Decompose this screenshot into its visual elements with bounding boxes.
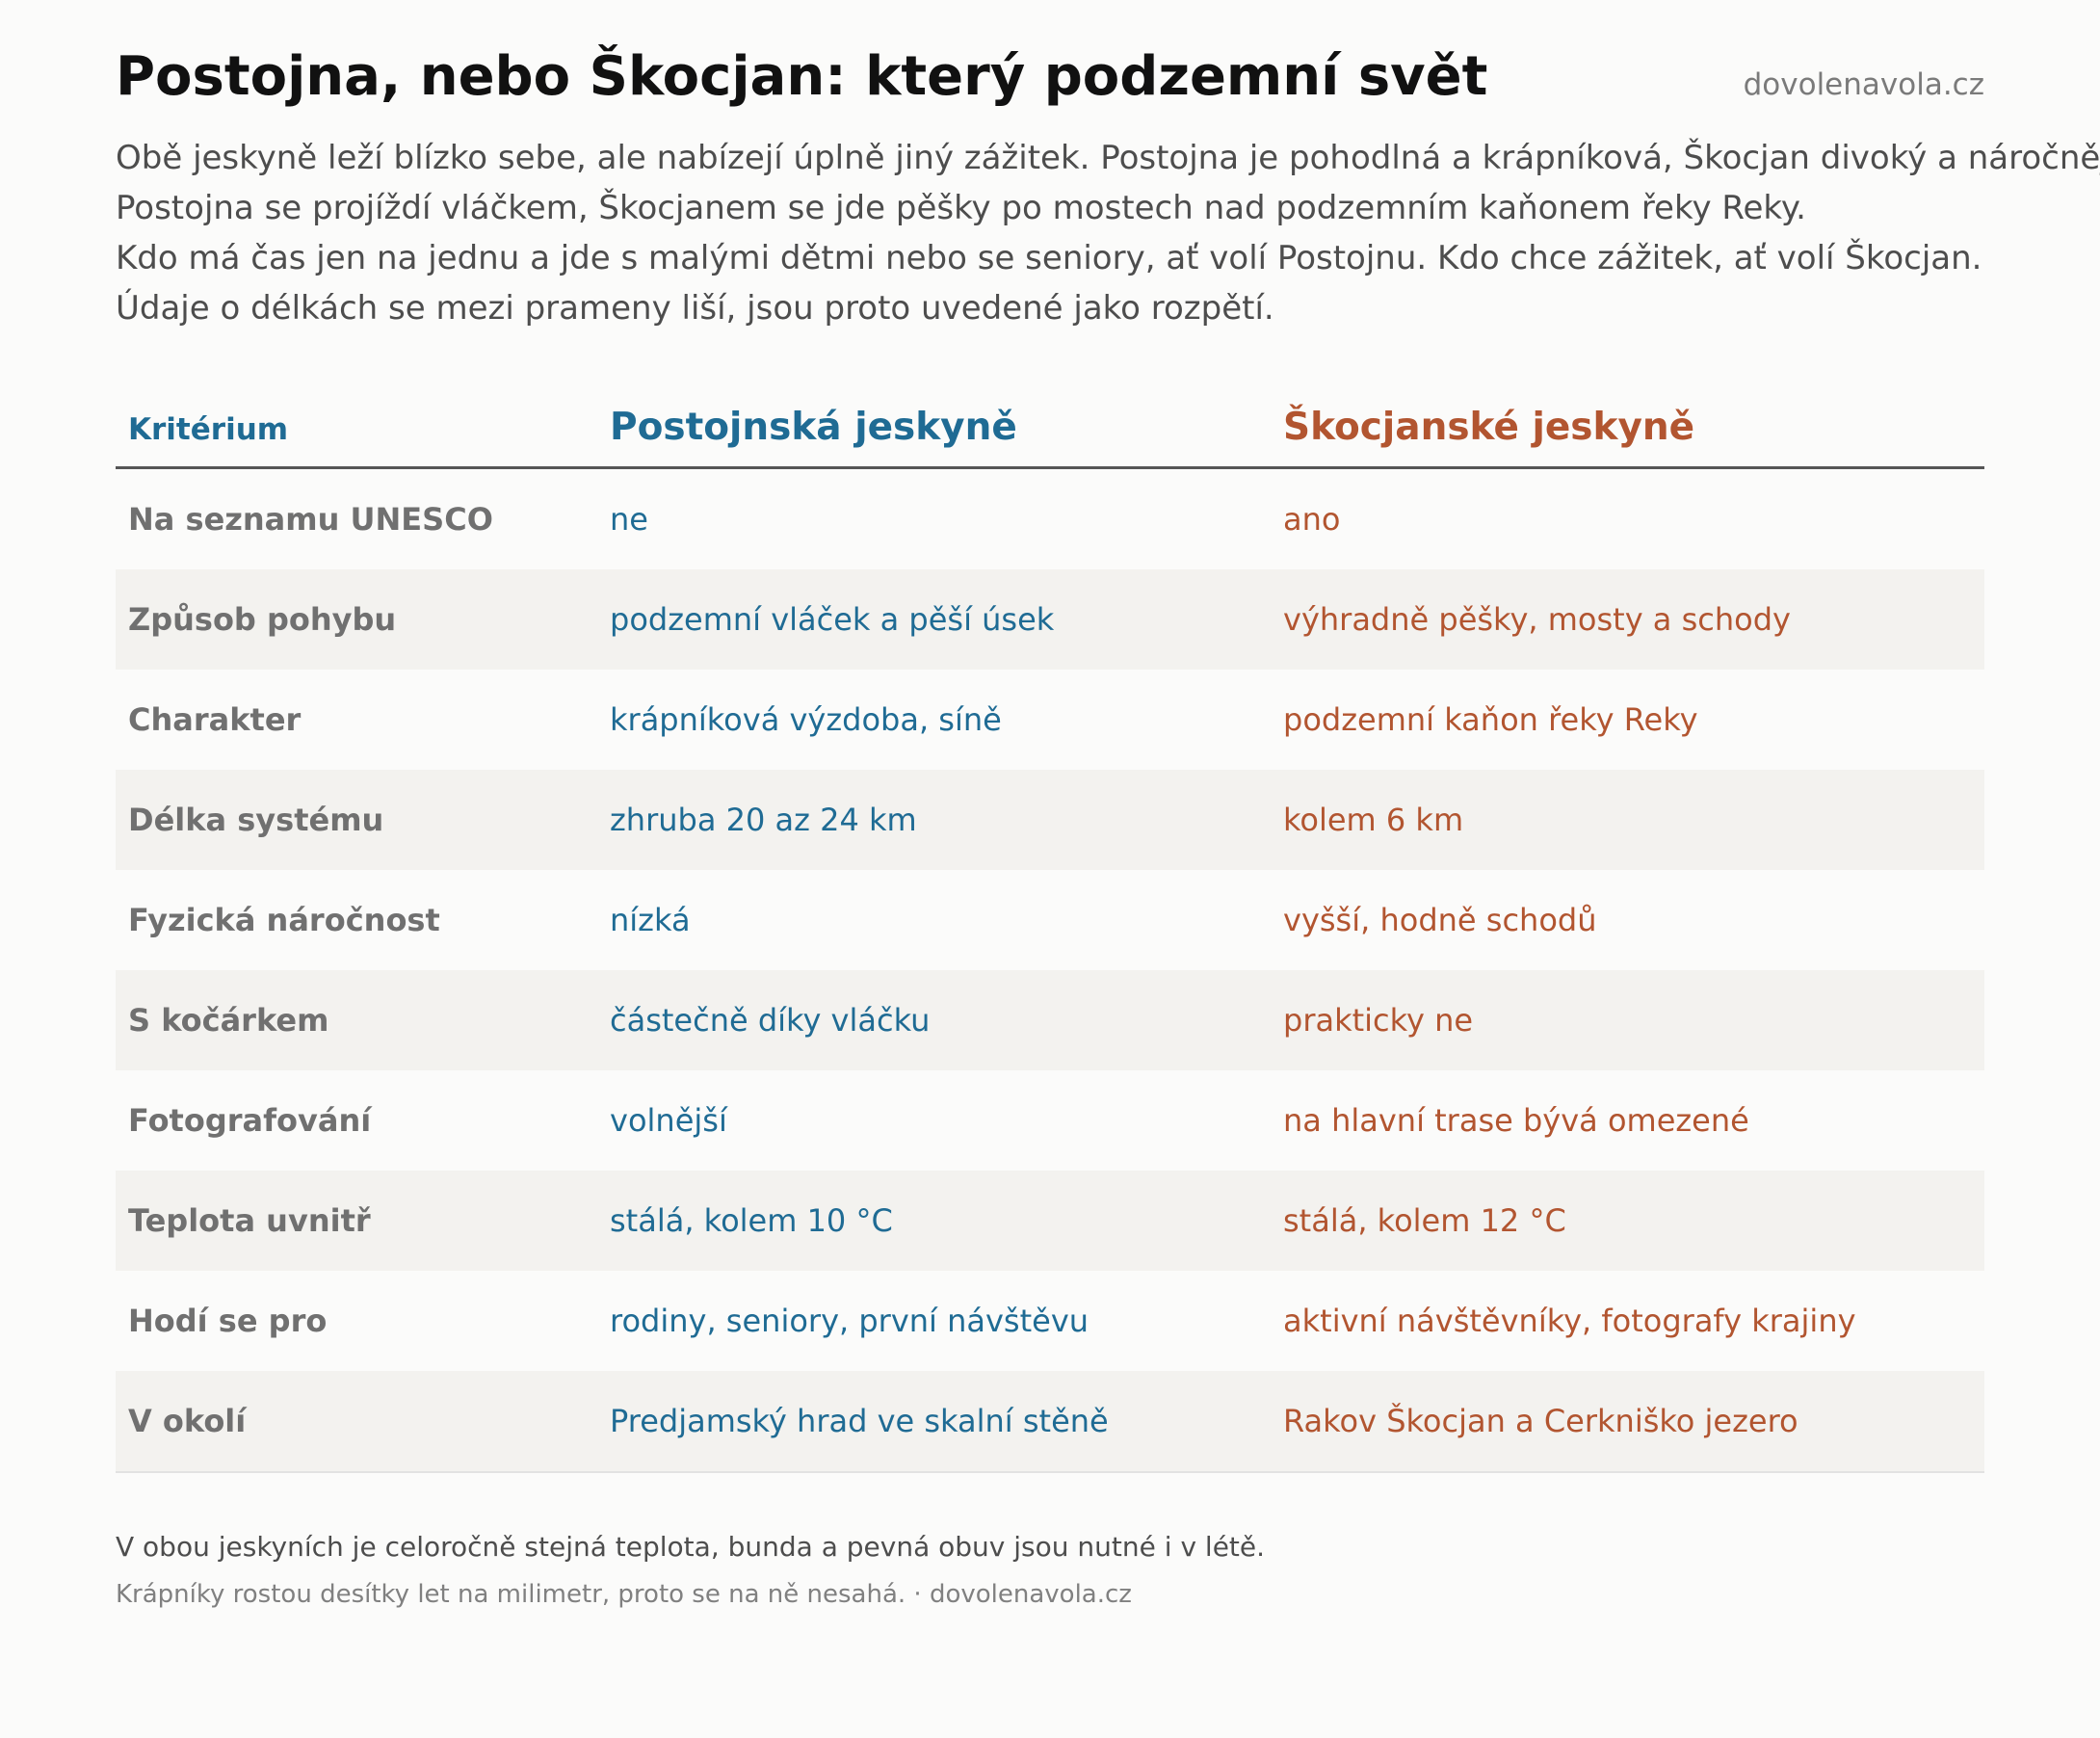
table-row: Na seznamu UNESCO ne ano xyxy=(116,469,1984,569)
cell-skocjan: Rakov Škocjan a Cerkniško jezero xyxy=(1283,1403,1798,1439)
cell-postojna: podzemní vláček a pěší úsek xyxy=(610,601,1055,638)
site-name: dovolenavola.cz xyxy=(1743,67,1984,102)
table-row: Hodí se pro rodiny, seniory, první návšt… xyxy=(116,1271,1984,1371)
table-row: Charakter krápníková výzdoba, síně podze… xyxy=(116,670,1984,770)
cell-postojna: volnější xyxy=(610,1102,727,1139)
comparison-table: Kritérium Postojnská jeskyně Škocjanské … xyxy=(116,382,1984,1473)
cell-criterion: Charakter xyxy=(128,701,302,738)
header-skocjan: Škocjanské jeskyně xyxy=(1283,406,1695,449)
cell-skocjan: vyšší, hodně schodů xyxy=(1283,902,1597,938)
table-row: Délka systému zhruba 20 az 24 km kolem 6… xyxy=(116,770,1984,870)
cell-skocjan: kolem 6 km xyxy=(1283,802,1464,838)
table-header: Kritérium Postojnská jeskyně Škocjanské … xyxy=(116,382,1984,469)
cell-skocjan: ano xyxy=(1283,501,1341,538)
footer-note: V obou jeskyních je celoročně stejná tep… xyxy=(116,1531,1266,1563)
intro-line: Údaje o délkách se mezi prameny liší, js… xyxy=(116,289,1274,328)
table-row: Fotografování volnější na hlavní trase b… xyxy=(116,1070,1984,1171)
page-title: Postojna, nebo Škocjan: který podzemní s… xyxy=(116,45,1488,108)
cell-postojna: stálá, kolem 10 °C xyxy=(610,1202,893,1239)
intro-line: Postojna se projíždí vláčkem, Škocjanem … xyxy=(116,189,1806,227)
table-row: S kočárkem částečně díky vláčku praktick… xyxy=(116,970,1984,1070)
intro-text: Obě jeskyně leží blízko sebe, ale nabíze… xyxy=(116,133,2100,333)
cell-criterion: Na seznamu UNESCO xyxy=(128,501,493,538)
table-row: Fyzická náročnost nízká vyšší, hodně sch… xyxy=(116,870,1984,970)
cell-postojna: nízká xyxy=(610,902,691,938)
cell-skocjan: prakticky ne xyxy=(1283,1002,1474,1039)
cell-criterion: Hodí se pro xyxy=(128,1303,328,1339)
cell-postojna: krápníková výzdoba, síně xyxy=(610,701,1002,738)
cell-postojna: Predjamský hrad ve skalní stěně xyxy=(610,1403,1109,1439)
footer-credit: Krápníky rostou desítky let na milimetr,… xyxy=(116,1580,1132,1609)
header-postojna: Postojnská jeskyně xyxy=(610,406,1017,449)
table-row: Teplota uvnitř stálá, kolem 10 °C stálá,… xyxy=(116,1171,1984,1271)
cell-criterion: Délka systému xyxy=(128,802,384,838)
cell-criterion: V okolí xyxy=(128,1403,247,1439)
intro-line: Obě jeskyně leží blízko sebe, ale nabíze… xyxy=(116,139,2100,177)
cell-criterion: Způsob pohybu xyxy=(128,601,397,638)
cell-postojna: zhruba 20 az 24 km xyxy=(610,802,917,838)
cell-criterion: Fyzická náročnost xyxy=(128,902,440,938)
cell-skocjan: podzemní kaňon řeky Reky xyxy=(1283,701,1698,738)
cell-criterion: S kočárkem xyxy=(128,1002,329,1039)
cell-criterion: Fotografování xyxy=(128,1102,372,1139)
cell-skocjan: na hlavní trase bývá omezené xyxy=(1283,1102,1749,1139)
cell-postojna: ne xyxy=(610,501,648,538)
intro-line: Kdo má čas jen na jednu a jde s malými d… xyxy=(116,239,1982,277)
cell-postojna: částečně díky vláčku xyxy=(610,1002,931,1039)
cell-postojna: rodiny, seniory, první návštěvu xyxy=(610,1303,1089,1339)
table-row: Způsob pohybu podzemní vláček a pěší úse… xyxy=(116,569,1984,670)
cell-skocjan: stálá, kolem 12 °C xyxy=(1283,1202,1566,1239)
cell-skocjan: aktivní návštěvníky, fotografy krajiny xyxy=(1283,1303,1856,1339)
cell-criterion: Teplota uvnitř xyxy=(128,1202,371,1239)
cell-skocjan: výhradně pěšky, mosty a schody xyxy=(1283,601,1791,638)
table-bottom-divider xyxy=(116,1471,1984,1473)
table-row: V okolí Predjamský hrad ve skalní stěně … xyxy=(116,1371,1984,1471)
header-criterion: Kritérium xyxy=(128,412,289,447)
